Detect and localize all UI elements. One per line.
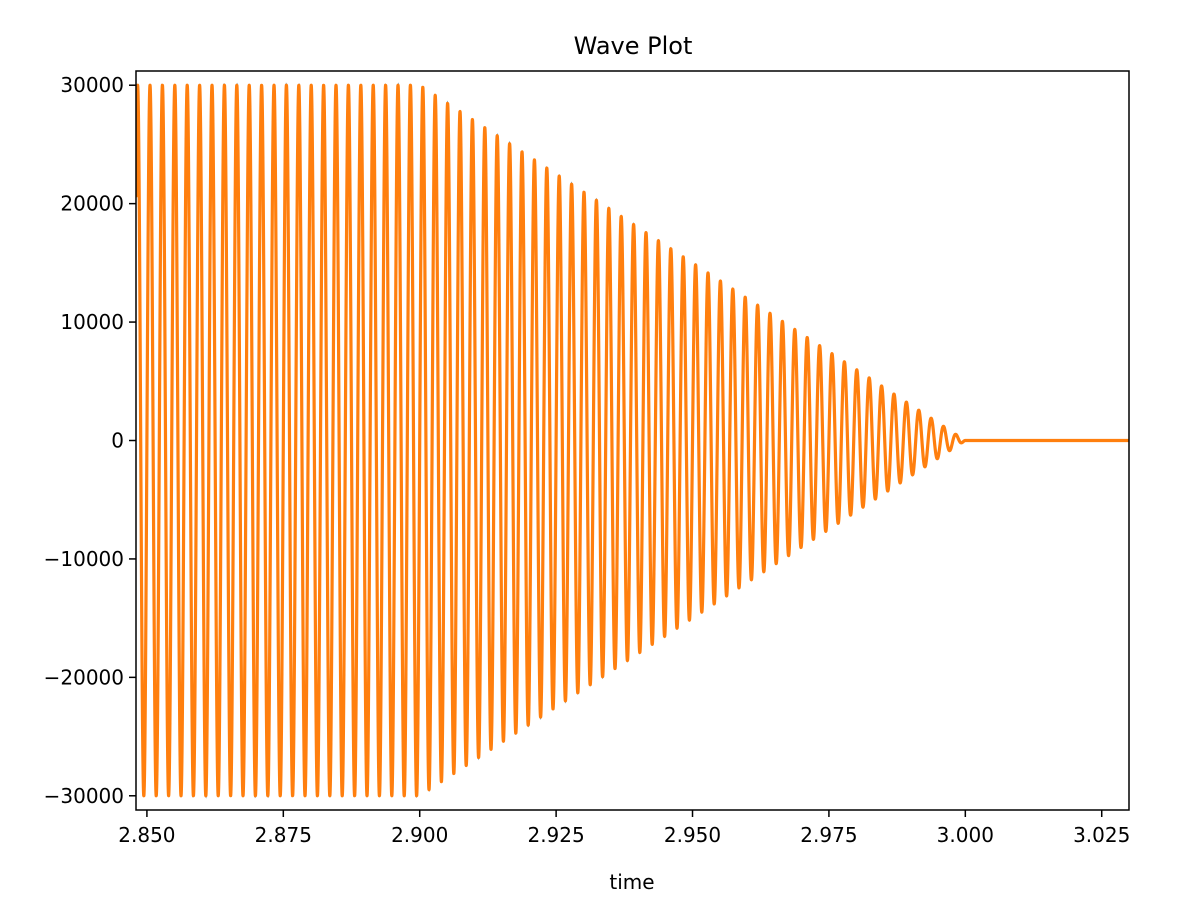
y-tick-label: −10000	[44, 547, 124, 571]
y-tick-label: 20000	[60, 192, 124, 216]
x-tick-label: 2.975	[800, 823, 857, 847]
plot-area	[136, 82, 1129, 799]
x-tick-label: 2.850	[118, 823, 175, 847]
x-axis: 2.850 2.875 2.900 2.925 2.950 2.975 3.000 3.025	[118, 810, 1130, 847]
y-tick-label: 30000	[60, 73, 124, 97]
x-tick-label: 2.875	[255, 823, 312, 847]
x-axis-label: time	[609, 870, 654, 894]
x-tick-label: 3.000	[937, 823, 994, 847]
x-tick-label: 2.950	[664, 823, 721, 847]
series-line	[136, 83, 1129, 798]
chart-title: Wave Plot	[574, 32, 693, 60]
y-tick-label: 0	[111, 429, 124, 453]
y-tick-label: −20000	[44, 665, 124, 689]
y-tick-label: −30000	[44, 784, 124, 808]
x-tick-label: 2.925	[527, 823, 584, 847]
y-tick-label: 10000	[60, 310, 124, 334]
x-tick-label: 2.900	[391, 823, 448, 847]
y-axis: 30000 20000 10000 0 −10000 −20000 −30000	[44, 73, 136, 808]
x-tick-label: 3.025	[1073, 823, 1130, 847]
plot-frame	[135, 70, 1130, 811]
